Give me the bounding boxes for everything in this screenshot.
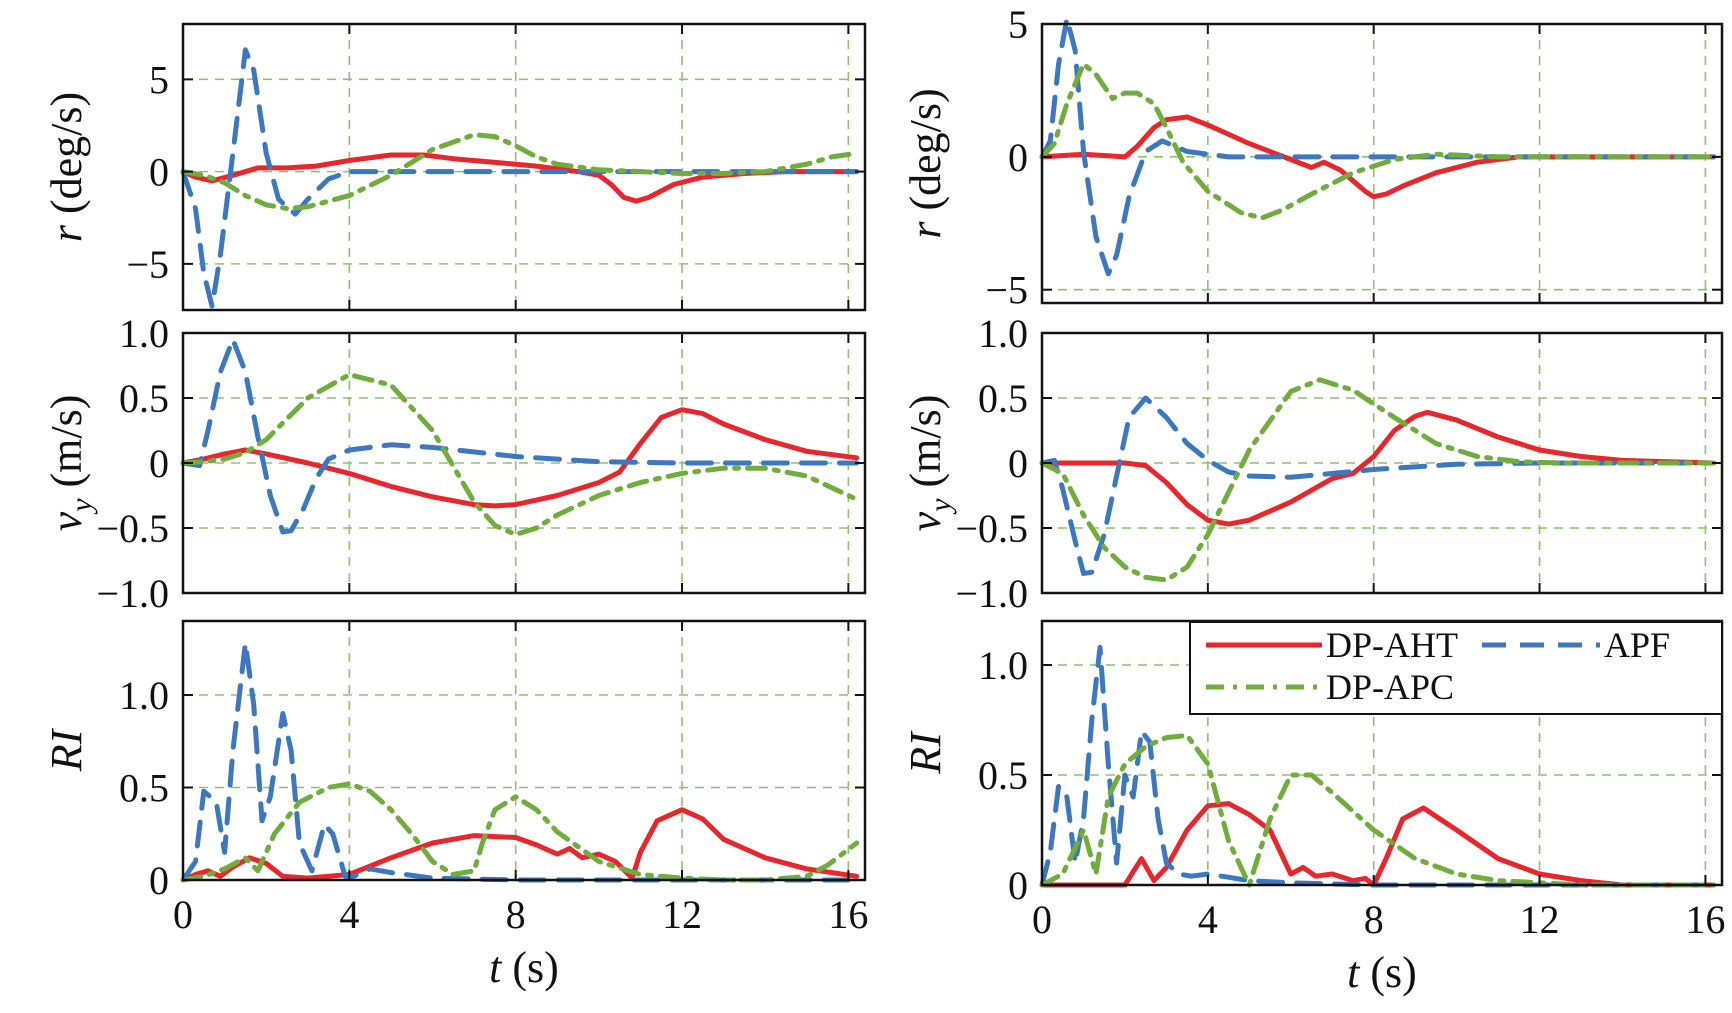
series-line-apf bbox=[180, 47, 860, 309]
x-tick-label: 12 bbox=[662, 892, 702, 937]
x-tick-label: 12 bbox=[1520, 897, 1560, 942]
x-tick-label: 4 bbox=[339, 892, 359, 937]
y-tick-label: 0.5 bbox=[119, 766, 169, 811]
legend: DP-AHT APF DP-APC bbox=[1189, 621, 1723, 715]
y-axis-label: vy (m/s) bbox=[42, 395, 98, 532]
y-tick-label: 0 bbox=[149, 150, 169, 195]
y-axis-label: RI bbox=[901, 730, 950, 775]
y-tick-label: 1.0 bbox=[119, 673, 169, 718]
panel-left-r: 5 0 −5 r (deg/s) bbox=[42, 22, 867, 312]
y-tick-label: 5 bbox=[1008, 2, 1028, 47]
y-axis-var: RI bbox=[901, 730, 950, 775]
panel-right-vy: 1.0 0.5 0 −0.5 −1.0 vy (m/s) bbox=[901, 311, 1724, 616]
y-axis-var: RI bbox=[42, 727, 91, 772]
y-axis-unit: (deg/s) bbox=[42, 92, 91, 225]
x-axis-var: t bbox=[1347, 948, 1361, 997]
plot-frame bbox=[1040, 22, 1724, 305]
panel-right-r: 5 0 −5 r (deg/s) bbox=[901, 2, 1724, 313]
legend-label-dp-apc: DP-APC bbox=[1326, 667, 1454, 707]
plot-frame bbox=[181, 22, 867, 312]
y-tick-label: 0.5 bbox=[119, 376, 169, 421]
y-tick-label: 0.5 bbox=[978, 376, 1028, 421]
series-line-apf bbox=[1039, 16, 1717, 277]
y-tick-label: −5 bbox=[126, 242, 169, 287]
y-tick-label: 5 bbox=[149, 57, 169, 102]
x-tick-label: 8 bbox=[1364, 897, 1384, 942]
y-axis-unit: (deg/s) bbox=[901, 88, 950, 221]
y-tick-label: 0 bbox=[1008, 441, 1028, 486]
x-tick-label: 4 bbox=[1198, 897, 1218, 942]
plot-frame bbox=[181, 619, 867, 882]
series-line-apf bbox=[1039, 395, 1717, 576]
y-axis-label: RI bbox=[42, 727, 91, 772]
y-axis-var: v bbox=[901, 511, 950, 531]
legend-label-apf: APF bbox=[1604, 625, 1670, 665]
x-tick-label: 0 bbox=[1032, 897, 1052, 942]
series-line-dp-aht bbox=[180, 807, 860, 883]
y-tick-label: 1.0 bbox=[978, 311, 1028, 356]
series-line-apf bbox=[180, 640, 860, 883]
x-axis-unit: (s) bbox=[1359, 948, 1416, 997]
x-tick-label: 0 bbox=[173, 892, 193, 937]
series-line-dp-apc bbox=[1039, 61, 1717, 221]
y-axis-unit: (m/s) bbox=[42, 395, 91, 499]
series-line-dp-aht bbox=[180, 407, 860, 509]
x-axis-label: t (s) bbox=[1347, 948, 1417, 997]
series-line-dp-aht bbox=[180, 152, 860, 204]
y-tick-label: 0 bbox=[1008, 863, 1028, 908]
x-tick-label: 16 bbox=[1685, 897, 1725, 942]
panel-left-vy: 1.0 0.5 0 −0.5 −1.0 vy (m/s) bbox=[42, 311, 867, 616]
y-axis-var: r bbox=[42, 224, 91, 242]
y-tick-label: 0 bbox=[149, 441, 169, 486]
x-tick-label: 8 bbox=[506, 892, 526, 937]
y-axis-var: v bbox=[42, 511, 91, 531]
series-line-dp-aht bbox=[1039, 409, 1717, 527]
series-line-dp-apc bbox=[180, 132, 860, 211]
y-axis-var: r bbox=[901, 221, 950, 239]
x-axis-label: t (s) bbox=[489, 943, 559, 992]
series-line-apf bbox=[180, 337, 860, 535]
series-line-dp-aht bbox=[1039, 114, 1717, 200]
panel-left-RI: 1.0 0.5 00 4 8 12 16 t (s) RI bbox=[42, 619, 868, 992]
y-tick-label: 0 bbox=[1008, 135, 1028, 180]
series-line-dp-aht bbox=[1039, 801, 1717, 888]
x-tick-label: 16 bbox=[828, 892, 868, 937]
y-tick-label: −0.5 bbox=[96, 506, 169, 551]
legend-label-dp-aht: DP-AHT bbox=[1326, 625, 1458, 665]
y-axis-label: vy (m/s) bbox=[901, 395, 957, 532]
y-tick-label: −1.0 bbox=[96, 571, 169, 616]
y-tick-label: 0 bbox=[149, 858, 169, 903]
y-tick-label: −5 bbox=[985, 268, 1028, 313]
y-tick-label: 1.0 bbox=[978, 643, 1028, 688]
series-line-dp-apc bbox=[1039, 377, 1717, 583]
y-axis-unit: (m/s) bbox=[901, 395, 950, 499]
series-line-dp-apc bbox=[180, 781, 860, 883]
legend-box bbox=[1189, 621, 1723, 715]
y-tick-label: −1.0 bbox=[955, 571, 1028, 616]
x-axis-var: t bbox=[489, 943, 503, 992]
y-axis-subscript: y bbox=[65, 498, 98, 515]
y-axis-subscript: y bbox=[924, 498, 957, 515]
y-tick-label: 1.0 bbox=[119, 311, 169, 356]
y-tick-label: 0.5 bbox=[978, 753, 1028, 798]
series-line-dp-apc bbox=[1039, 732, 1717, 888]
y-axis-label: r (deg/s) bbox=[42, 92, 91, 242]
x-axis-unit: (s) bbox=[501, 943, 558, 992]
series-line-dp-apc bbox=[180, 372, 860, 537]
y-tick-label: −0.5 bbox=[955, 506, 1028, 551]
y-axis-label: r (deg/s) bbox=[901, 88, 950, 238]
